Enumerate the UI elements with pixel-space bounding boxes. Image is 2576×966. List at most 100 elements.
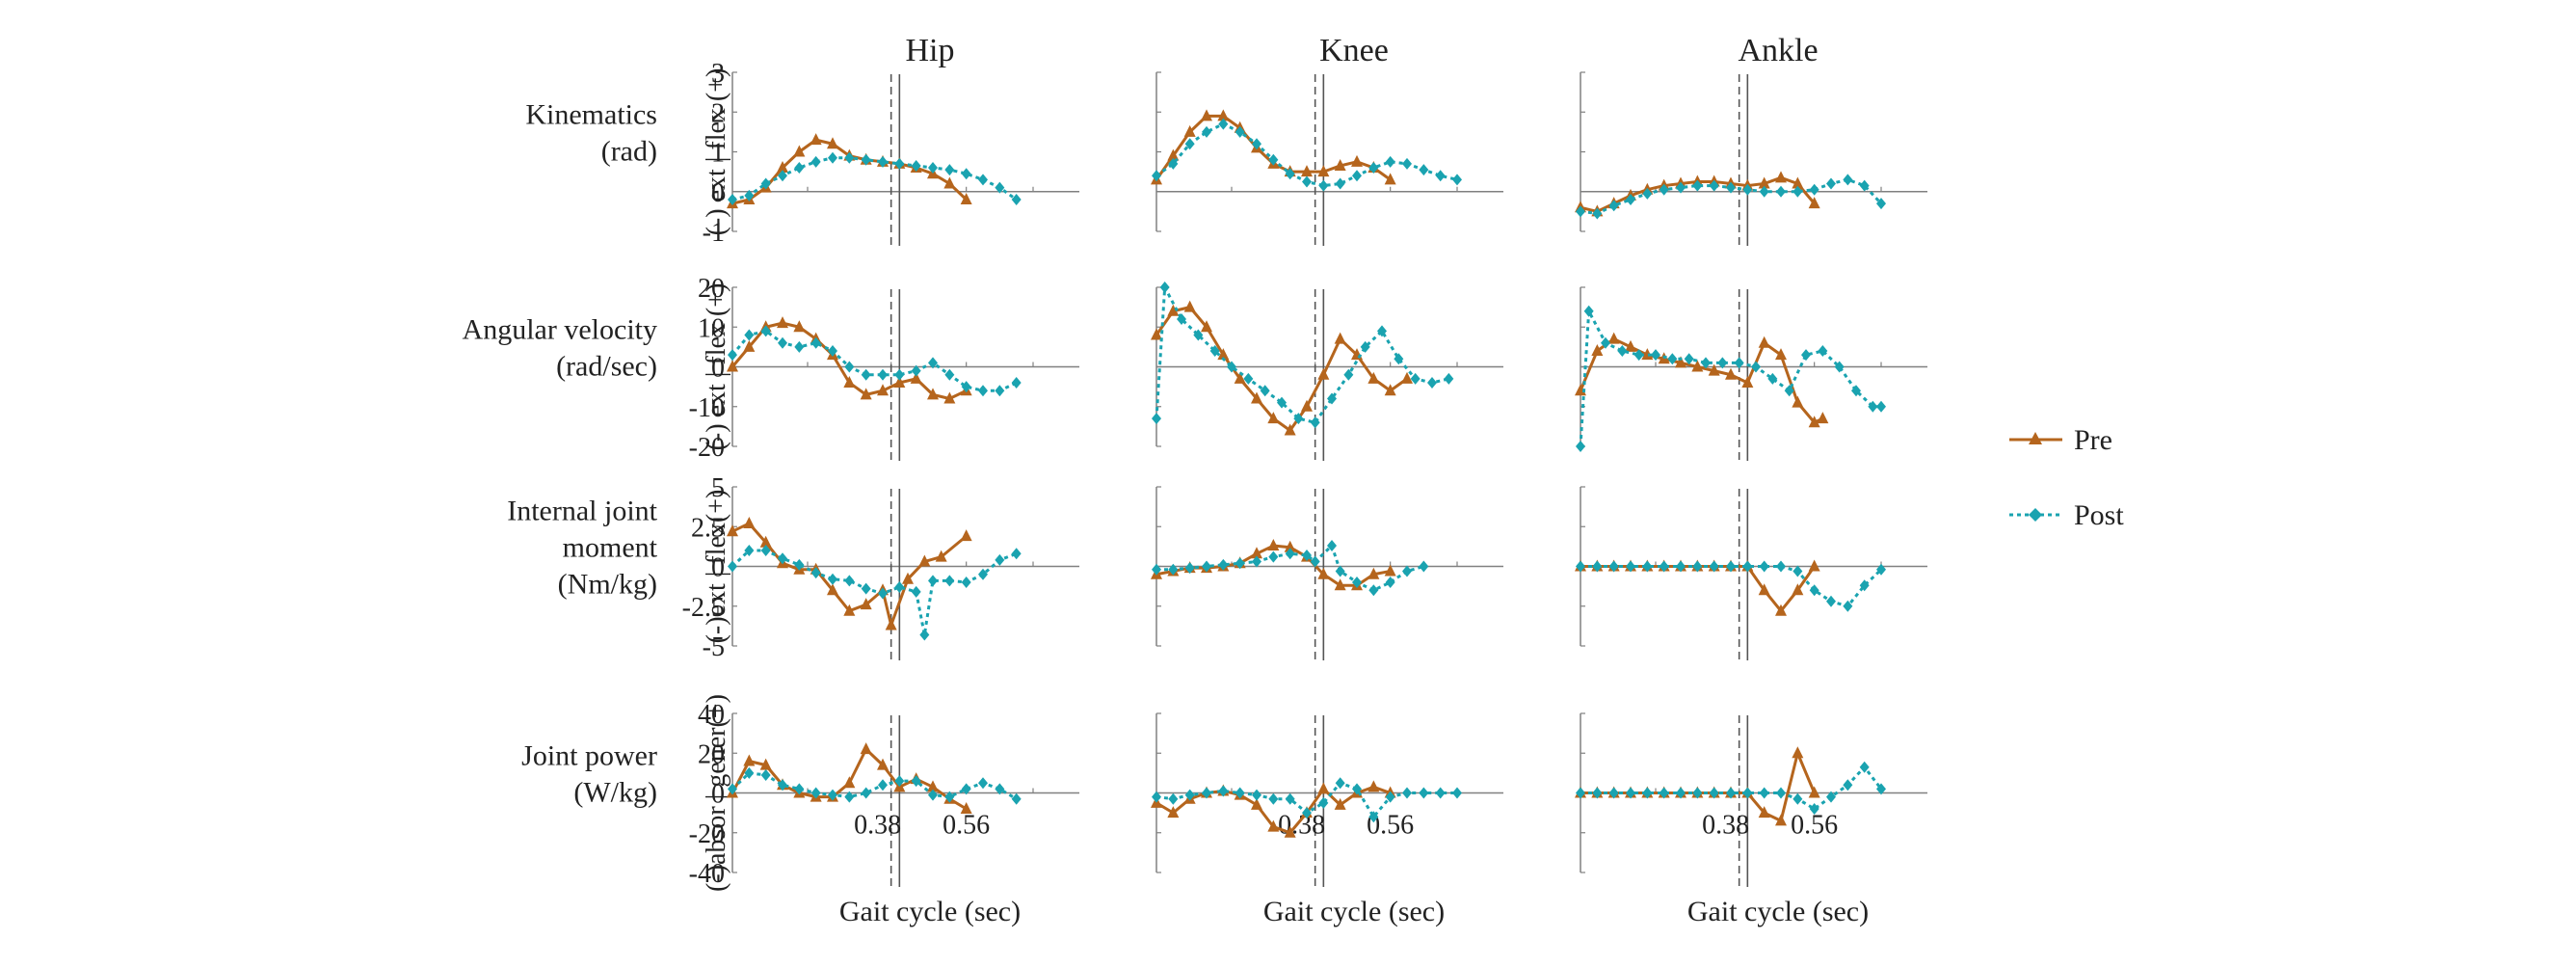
- data-point-pre: [1792, 746, 1804, 759]
- data-point-post: [1659, 787, 1669, 799]
- data-point-pre: [1384, 173, 1396, 185]
- data-point-post: [1452, 174, 1462, 186]
- data-point-pre: [910, 371, 922, 384]
- data-point-pre: [843, 376, 856, 388]
- data-point-post: [1859, 761, 1870, 773]
- data-point-pre: [1758, 583, 1770, 596]
- panel-ankle-row-0: [1575, 71, 1927, 246]
- data-point-post: [1252, 138, 1261, 150]
- data-point-post: [1592, 207, 1603, 220]
- data-point-pre: [1334, 158, 1346, 171]
- x-axis-label-ankle: Gait cycle (sec): [1687, 896, 1869, 927]
- data-point-pre: [1317, 367, 1330, 380]
- data-point-post: [878, 779, 888, 792]
- data-point-pre: [877, 384, 889, 396]
- data-point-post: [911, 159, 921, 172]
- data-point-post: [828, 573, 837, 585]
- data-point-post: [728, 560, 737, 573]
- data-point-post: [1709, 560, 1719, 573]
- data-point-post: [1692, 560, 1703, 573]
- data-point-post: [911, 775, 921, 788]
- data-point-post: [1626, 787, 1635, 799]
- series-line-post: [1580, 565, 1883, 608]
- data-point-post: [1277, 396, 1287, 409]
- data-point-post: [1776, 560, 1786, 573]
- data-point-pre: [1151, 328, 1162, 340]
- data-point-post: [1168, 563, 1179, 576]
- data-point-pre: [927, 780, 939, 792]
- data-point-pre: [1167, 148, 1180, 161]
- data-point-post: [844, 575, 855, 587]
- data-point-post: [1343, 368, 1354, 381]
- legend-pre-marker: [2029, 432, 2042, 444]
- data-point-pre: [1267, 819, 1280, 832]
- data-point-pre: [743, 754, 756, 766]
- data-point-pre: [843, 776, 856, 789]
- row-labels: Kinematics (rad) Angular velocity (rad/sec)…: [463, 99, 658, 809]
- data-point-post: [1368, 811, 1379, 823]
- data-point-pre: [1792, 176, 1804, 189]
- data-point-post: [1826, 177, 1836, 190]
- data-point-pre: [860, 742, 872, 755]
- x-axis-labels: Gait cycle (sec) Gait cycle (sec) Gait c…: [839, 896, 1869, 927]
- col-title-ankle: Ankle: [1738, 33, 1818, 68]
- data-point-pre: [1317, 567, 1330, 579]
- series-line-pre: [1579, 337, 1823, 424]
- data-point-pre: [777, 316, 788, 329]
- data-point-pre: [1167, 806, 1180, 818]
- data-point-post: [1385, 577, 1395, 588]
- data-point-post: [1202, 787, 1211, 799]
- data-point-post: [978, 568, 988, 580]
- data-point-post: [794, 340, 805, 353]
- y-tick-label-3: 2: [711, 98, 725, 128]
- data-point-pre: [1758, 335, 1770, 348]
- data-point-post: [760, 325, 771, 337]
- data-point-pre: [1775, 171, 1787, 183]
- data-point-post: [894, 368, 905, 381]
- data-point-post: [1427, 377, 1437, 389]
- data-point-post: [1260, 385, 1270, 397]
- data-point-post: [1809, 584, 1819, 597]
- data-point-pre: [1251, 391, 1262, 404]
- data-point-post: [844, 361, 855, 373]
- data-point-post: [928, 789, 938, 801]
- series-line-pre: [1155, 306, 1408, 432]
- series-line-pre: [1580, 565, 1816, 613]
- data-point-post: [828, 789, 837, 801]
- data-point-post: [1626, 560, 1635, 573]
- panel-ankle-row-1: [1575, 286, 1927, 461]
- data-point-pre: [1368, 780, 1380, 792]
- data-point-post: [760, 768, 771, 781]
- data-point-post: [1859, 179, 1870, 192]
- data-point-post: [794, 162, 805, 174]
- data-point-pre: [1284, 423, 1296, 436]
- data-point-post: [1368, 584, 1379, 597]
- data-point-post: [995, 783, 1005, 795]
- data-point-pre: [1317, 782, 1330, 794]
- series-line-post: [1155, 285, 1449, 424]
- x-tick-label-0: 0.38: [1702, 811, 1749, 841]
- data-point-post: [1252, 789, 1261, 801]
- data-point-post: [1793, 185, 1803, 198]
- data-point-post: [1742, 560, 1753, 573]
- data-point-post: [744, 329, 755, 341]
- data-point-pre: [1708, 363, 1720, 376]
- data-point-post: [1726, 560, 1736, 573]
- data-point-post: [1742, 183, 1753, 196]
- data-point-post: [1851, 385, 1861, 397]
- data-point-pre: [1725, 367, 1737, 380]
- y-tick-label-4: 20: [698, 274, 725, 304]
- data-point-post: [1202, 125, 1211, 138]
- data-point-post: [728, 194, 737, 205]
- data-point-pre: [960, 529, 972, 542]
- data-point-pre: [1317, 165, 1330, 177]
- data-point-pre: [1201, 320, 1212, 333]
- data-point-pre: [885, 618, 897, 631]
- panels: -10123-20-1001020-5-2.502.55-40-20020400…: [682, 59, 1927, 889]
- data-point-post: [1876, 198, 1886, 210]
- data-point-post: [1576, 560, 1585, 573]
- data-point-post: [961, 381, 971, 393]
- data-point-post: [1633, 349, 1644, 362]
- y-tick-label-3: 20: [698, 739, 725, 769]
- data-point-post: [1235, 557, 1245, 570]
